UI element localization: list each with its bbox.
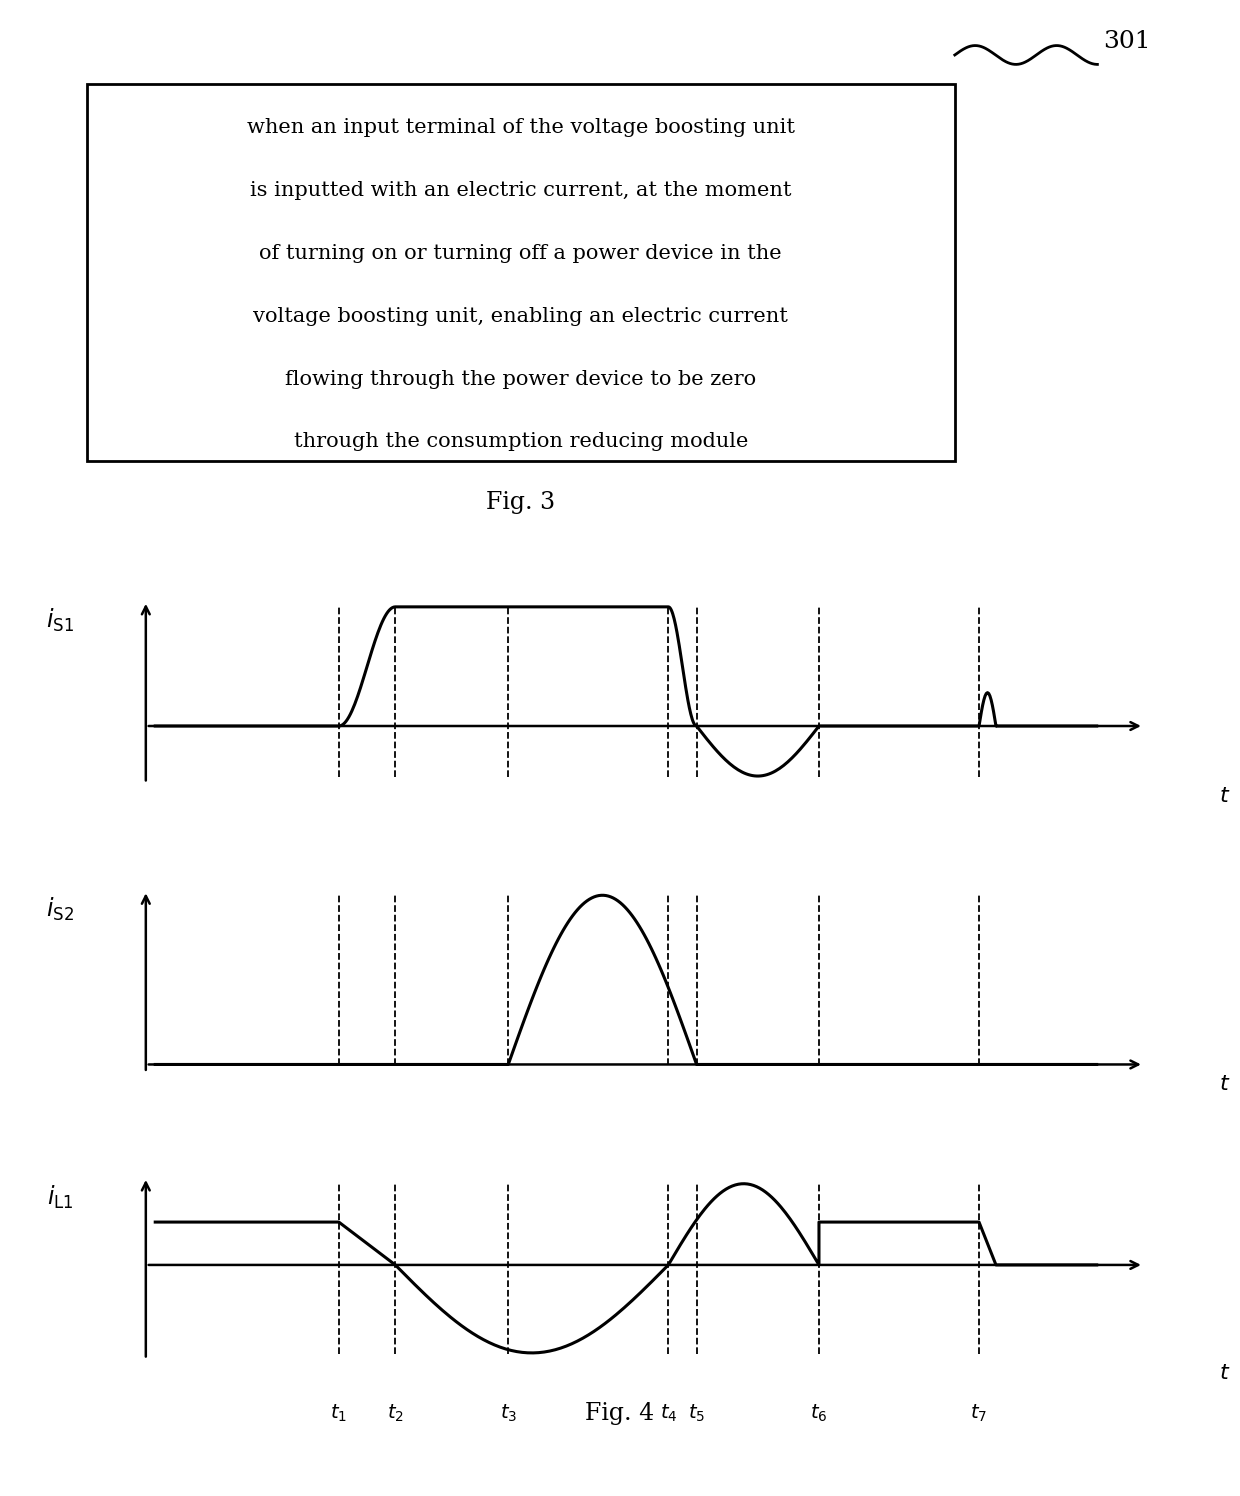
Text: through the consumption reducing module: through the consumption reducing module: [294, 432, 748, 452]
Text: $t$: $t$: [1219, 1073, 1230, 1095]
Text: is inputted with an electric current, at the moment: is inputted with an electric current, at…: [250, 181, 791, 200]
Text: $t_4$: $t_4$: [660, 1402, 677, 1424]
Text: $i_{\rm S2}$: $i_{\rm S2}$: [46, 896, 74, 923]
Text: $t_5$: $t_5$: [688, 1402, 706, 1424]
Text: $t_2$: $t_2$: [387, 1402, 404, 1424]
Text: $t_1$: $t_1$: [330, 1402, 347, 1424]
Text: when an input terminal of the voltage boosting unit: when an input terminal of the voltage bo…: [247, 118, 795, 138]
Text: Fig. 3: Fig. 3: [486, 491, 556, 515]
Text: $t_7$: $t_7$: [971, 1402, 987, 1424]
Text: voltage boosting unit, enabling an electric current: voltage boosting unit, enabling an elect…: [253, 307, 789, 326]
Text: flowing through the power device to be zero: flowing through the power device to be z…: [285, 370, 756, 389]
Text: $t$: $t$: [1219, 1361, 1230, 1384]
Text: Fig. 4: Fig. 4: [585, 1402, 655, 1426]
Text: $t$: $t$: [1219, 785, 1230, 806]
Bar: [87, 84, 955, 461]
Text: $t_3$: $t_3$: [500, 1402, 517, 1424]
Text: of turning on or turning off a power device in the: of turning on or turning off a power dev…: [259, 244, 782, 263]
Text: $i_{\rm L1}$: $i_{\rm L1}$: [47, 1183, 73, 1212]
Text: $t_6$: $t_6$: [810, 1402, 827, 1424]
Text: 301: 301: [1104, 30, 1151, 54]
Text: $i_{\rm S1}$: $i_{\rm S1}$: [46, 607, 74, 634]
